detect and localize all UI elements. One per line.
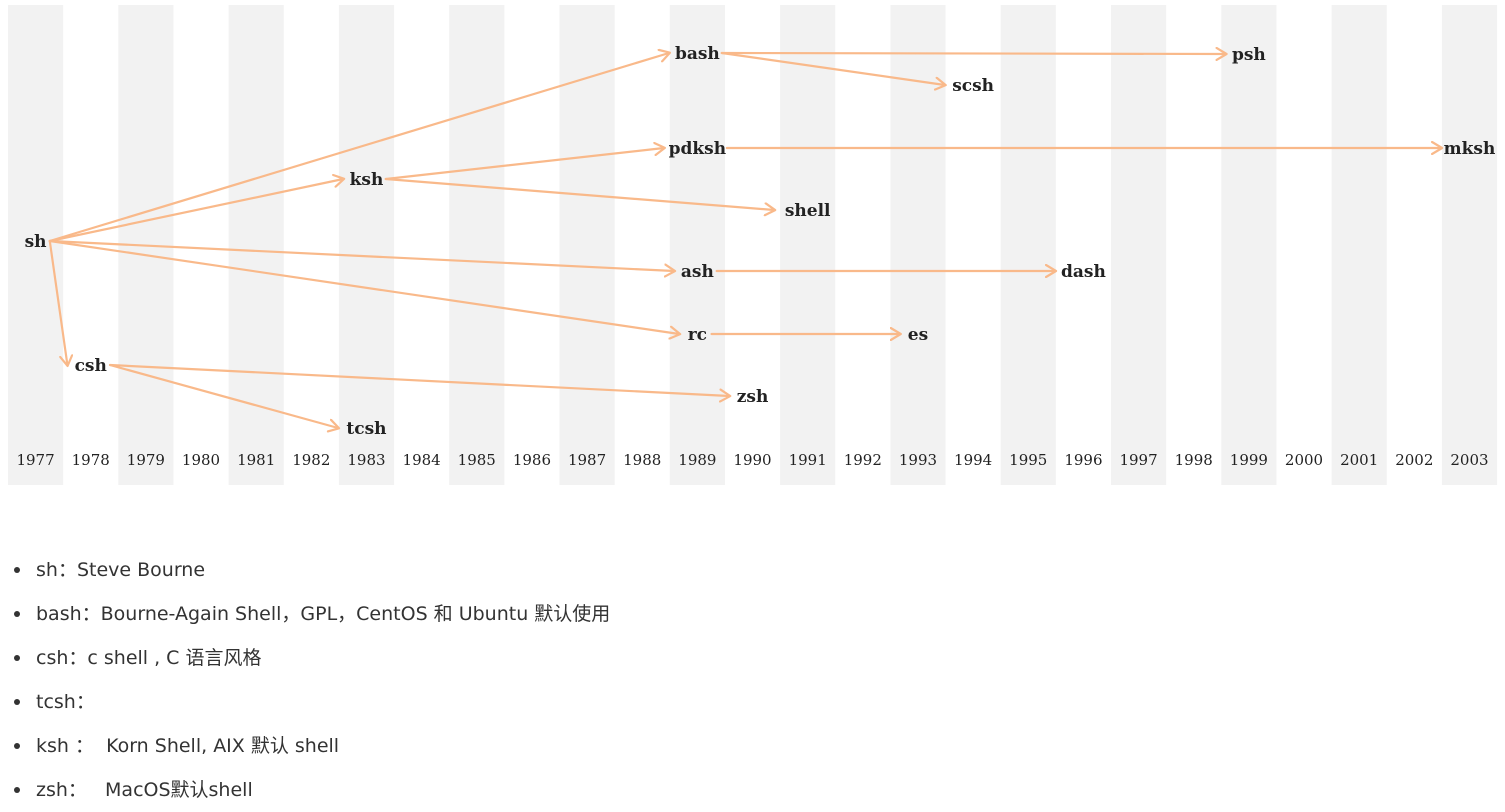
year-label: 2000 <box>1285 451 1323 469</box>
year-stripe <box>1221 5 1277 485</box>
node-scsh: scsh <box>952 76 994 96</box>
bullet-dot <box>14 611 20 617</box>
year-stripe <box>559 5 615 485</box>
year-label: 1999 <box>1230 451 1268 469</box>
shell-evolution-diagram: sh csh ksh tcsh bash pdksh ash rc zsh shell es scsh… <box>8 5 1498 485</box>
year-label: 1979 <box>127 451 165 469</box>
edge-csh-to-zsh <box>108 363 729 396</box>
year-label: 2003 <box>1450 451 1488 469</box>
shell-notes-list: sh：Steve Bourne bash：Bourne-Again Shell，… <box>14 548 610 812</box>
year-label: 1996 <box>1064 451 1102 469</box>
node-csh: csh <box>75 356 107 376</box>
year-stripe <box>449 5 505 485</box>
node-zsh: zsh <box>737 387 769 407</box>
note-text: tcsh： <box>36 691 95 713</box>
bullet-dot <box>14 699 20 705</box>
year-stripe <box>338 5 395 485</box>
node-ksh: ksh <box>350 170 384 190</box>
shell-nodes: sh csh ksh tcsh bash pdksh ash rc zsh shell es scsh… <box>25 44 1496 439</box>
node-mksh: mksh <box>1444 139 1496 159</box>
year-stripe <box>1111 5 1167 485</box>
year-stripes <box>8 5 1498 485</box>
year-axis: 1977 1978 1979 1980 1981 1982 1983 1984 1985 1986… <box>16 451 1488 469</box>
year-stripe <box>1441 5 1498 485</box>
year-label: 1987 <box>568 451 606 469</box>
node-es: es <box>908 325 928 345</box>
year-label: 1992 <box>844 451 882 469</box>
edge-csh-to-tcsh <box>108 363 338 428</box>
node-pdksh: pdksh <box>669 139 726 159</box>
edge-sh-to-ksh <box>48 179 343 243</box>
node-tcsh: tcsh <box>346 419 386 439</box>
edge-sh-to-csh <box>48 239 68 365</box>
year-label: 1998 <box>1175 451 1213 469</box>
note-item: zsh： MacOS默认shell <box>14 768 610 812</box>
year-stripe <box>669 5 725 485</box>
edge-bash-to-scsh <box>720 51 945 85</box>
year-label: 1994 <box>954 451 992 469</box>
year-label: 1995 <box>1009 451 1047 469</box>
edge-ksh-to-pdksh <box>384 148 664 181</box>
year-stripe <box>780 5 836 485</box>
year-stripe <box>1000 5 1056 485</box>
note-text: csh：c shell , C 语言风格 <box>36 647 262 669</box>
year-label: 1982 <box>292 451 330 469</box>
year-label: 1984 <box>403 451 441 469</box>
year-label: 1988 <box>623 451 661 469</box>
year-label: 1980 <box>182 451 220 469</box>
node-shell: shell <box>785 201 831 221</box>
year-stripe <box>1331 5 1387 485</box>
note-item: tcsh： <box>14 680 610 724</box>
note-text: sh：Steve Bourne <box>36 559 206 581</box>
bullet-dot <box>14 567 20 573</box>
node-dash: dash <box>1061 262 1106 282</box>
year-label: 1993 <box>899 451 937 469</box>
edge-ksh-to-shell <box>384 177 774 210</box>
note-text: bash：Bourne-Again Shell，GPL，CentOS 和 Ubu… <box>36 603 611 625</box>
note-item: ksh ： Korn Shell, AIX 默认 shell <box>14 724 610 768</box>
note-item: sh：Steve Bourne <box>14 548 610 592</box>
year-label: 2002 <box>1395 451 1433 469</box>
year-label: 1989 <box>678 451 716 469</box>
node-ash: ash <box>681 262 714 282</box>
year-label: 1981 <box>237 451 275 469</box>
year-label: 1991 <box>789 451 827 469</box>
bullet-dot <box>14 655 20 661</box>
edge-sh-to-bash <box>48 53 669 243</box>
lineage-arrows <box>48 51 1441 428</box>
edge-sh-to-rc <box>48 239 679 334</box>
year-label: 1978 <box>72 451 110 469</box>
note-item: bash：Bourne-Again Shell，GPL，CentOS 和 Ubu… <box>14 592 610 636</box>
year-stripe <box>8 5 64 485</box>
year-stripe <box>228 5 284 485</box>
note-text: zsh： MacOS默认shell <box>36 779 253 801</box>
edge-sh-to-ash <box>48 239 674 271</box>
note-item: csh：c shell , C 语言风格 <box>14 636 610 680</box>
year-label: 1983 <box>347 451 385 469</box>
node-psh: psh <box>1232 45 1266 65</box>
bullet-dot <box>14 743 20 749</box>
bullet-dot <box>14 787 20 793</box>
year-label: 1977 <box>16 451 54 469</box>
year-label: 1985 <box>458 451 496 469</box>
note-text: ksh ： Korn Shell, AIX 默认 shell <box>36 735 340 757</box>
year-label: 1986 <box>513 451 551 469</box>
node-sh: sh <box>25 232 47 252</box>
node-bash: bash <box>675 44 720 64</box>
year-label: 2001 <box>1340 451 1378 469</box>
node-rc: rc <box>688 325 707 345</box>
edge-bash-to-psh <box>720 53 1226 54</box>
year-label: 1990 <box>733 451 771 469</box>
year-stripe <box>890 5 946 485</box>
year-label: 1997 <box>1119 451 1157 469</box>
